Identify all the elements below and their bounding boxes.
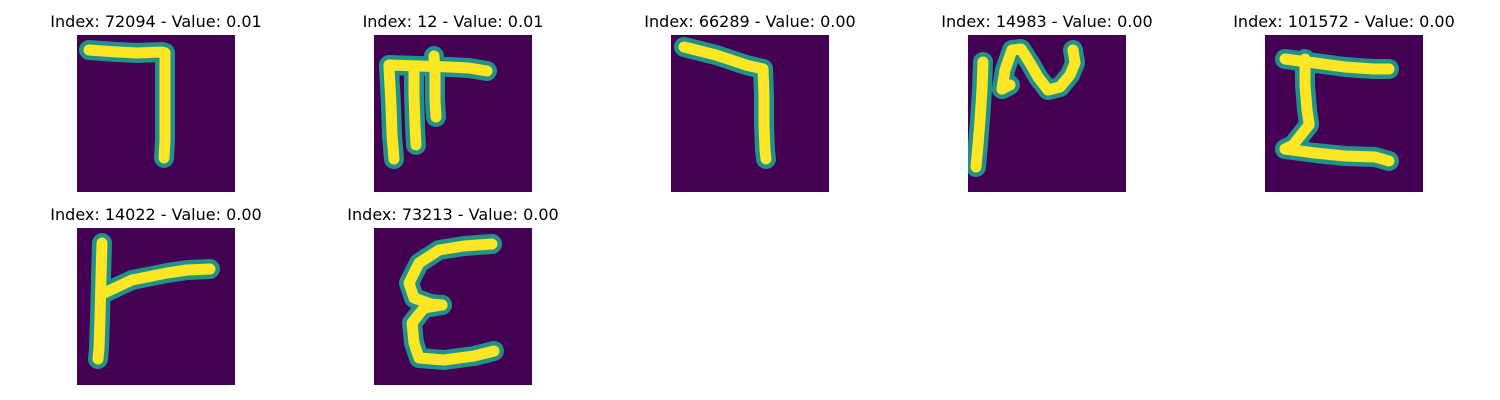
panel-title: Index: 72094 - Value: 0.01 [50,12,262,31]
glyph-svg [77,35,235,192]
glyph-stroke-4 [1279,143,1395,167]
glyph-stroke-2 [383,61,400,165]
glyph-image [374,228,532,385]
glyph-stroke-2 [96,263,216,300]
glyph-image [671,35,829,192]
glyph-image [1265,35,1423,192]
sample-panel-5: Index: 101572 - Value: 0.00 [1194,12,1494,202]
glyph-image [77,35,235,192]
sample-panel-1: Index: 72094 - Value: 0.01 [6,12,306,202]
glyph-svg [77,228,235,385]
panel-title: Index: 14983 - Value: 0.00 [941,12,1153,31]
glyph-image [77,228,235,385]
glyph-image [374,35,532,192]
glyph-stroke-4 [428,50,442,123]
glyph-image [968,35,1126,192]
glyph-stroke-2 [757,63,772,165]
glyph-stroke-2 [996,43,1081,96]
panel-title: Index: 66289 - Value: 0.00 [644,12,856,31]
glyph-stroke-1 [83,44,171,59]
sample-panel-3: Index: 66289 - Value: 0.00 [600,12,900,202]
glyph-stroke-2 [406,299,500,366]
panel-title: Index: 14022 - Value: 0.00 [50,205,262,224]
glyph-stroke-2 [158,47,171,164]
panel-title: Index: 101572 - Value: 0.00 [1233,12,1455,31]
sample-panel-4: Index: 14983 - Value: 0.00 [897,12,1197,202]
glyph-stroke-1 [92,237,108,365]
panel-title: Index: 73213 - Value: 0.00 [347,205,559,224]
glyph-svg [1265,35,1423,192]
glyph-stroke-1 [970,56,989,173]
sample-panel-6: Index: 14022 - Value: 0.00 [6,205,306,395]
glyph-svg [374,35,532,192]
glyph-svg [374,228,532,385]
glyph-stroke-3 [996,79,1016,95]
glyph-stroke-3 [408,60,422,151]
glyph-svg [968,35,1126,192]
glyph-stroke-1 [678,41,769,75]
glyph-svg [671,35,829,192]
glyph-stroke-2 [1299,53,1315,129]
sample-panel-2: Index: 12 - Value: 0.01 [303,12,603,202]
panel-title: Index: 12 - Value: 0.01 [362,12,544,31]
sample-panel-7: Index: 73213 - Value: 0.00 [303,205,603,395]
